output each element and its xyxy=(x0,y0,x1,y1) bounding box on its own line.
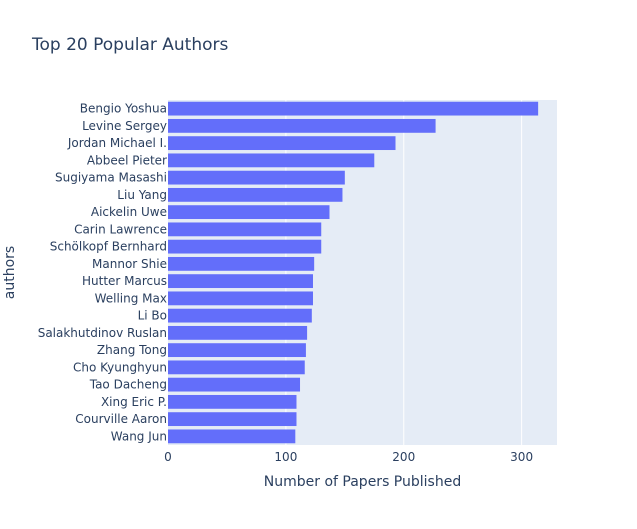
bar xyxy=(168,187,343,202)
x-tick-label: 0 xyxy=(164,450,172,464)
y-tick-label: Tao Dacheng xyxy=(89,378,167,392)
bar xyxy=(168,377,301,392)
bar xyxy=(168,101,539,116)
bar xyxy=(168,118,436,133)
bar xyxy=(168,394,297,409)
x-tick-label: 300 xyxy=(510,450,533,464)
y-tick-label: Jordan Michael I. xyxy=(67,136,167,150)
y-tick-label: Levine Sergey xyxy=(82,119,167,133)
bars xyxy=(168,101,539,444)
y-tick-label: Abbeel Pieter xyxy=(87,153,167,167)
x-tick-label: 100 xyxy=(274,450,297,464)
y-tick-label: Salakhutdinov Ruslan xyxy=(38,326,167,340)
bar xyxy=(168,343,306,358)
bar xyxy=(168,429,296,444)
y-tick-label: Cho Kyunghyun xyxy=(73,360,167,374)
x-axis-title: Number of Papers Published xyxy=(264,474,461,490)
bar xyxy=(168,239,322,254)
y-axis-title: authors xyxy=(2,246,18,299)
y-tick-label: Mannor Shie xyxy=(92,257,167,271)
plot-background xyxy=(168,100,557,445)
y-tick-label: Wang Jun xyxy=(111,429,167,443)
chart-title: Top 20 Popular Authors xyxy=(31,35,229,55)
y-axis-ticks: Bengio Yoshua Levine Sergey Jordan Michael… xyxy=(38,102,167,444)
bar xyxy=(168,412,297,427)
y-tick-label: Sugiyama Masashi xyxy=(55,171,167,185)
y-tick-label: Courville Aaron xyxy=(75,412,167,426)
y-tick-label: Liu Yang xyxy=(117,188,167,202)
x-axis-ticks: 0 100 200 300 xyxy=(164,450,533,464)
y-tick-label: Aickelin Uwe xyxy=(91,205,167,219)
y-tick-label: Schölkopf Bernhard xyxy=(50,240,167,254)
x-tick-label: 200 xyxy=(392,450,415,464)
bar xyxy=(168,308,312,323)
y-tick-label: Zhang Tong xyxy=(97,343,167,357)
y-tick-label: Carin Lawrence xyxy=(74,222,167,236)
y-tick-label: Welling Max xyxy=(95,291,167,305)
bar xyxy=(168,222,322,237)
bar xyxy=(168,170,345,185)
bar xyxy=(168,360,305,375)
bar xyxy=(168,136,396,151)
y-tick-label: Bengio Yoshua xyxy=(80,102,167,116)
bar xyxy=(168,274,313,289)
y-tick-label: Hutter Marcus xyxy=(82,274,167,288)
bar xyxy=(168,291,313,306)
bar xyxy=(168,205,330,220)
y-tick-label: Xing Eric P. xyxy=(101,395,167,409)
bar xyxy=(168,153,375,168)
bar xyxy=(168,256,315,271)
y-tick-label: Li Bo xyxy=(138,309,167,323)
bar xyxy=(168,325,308,340)
